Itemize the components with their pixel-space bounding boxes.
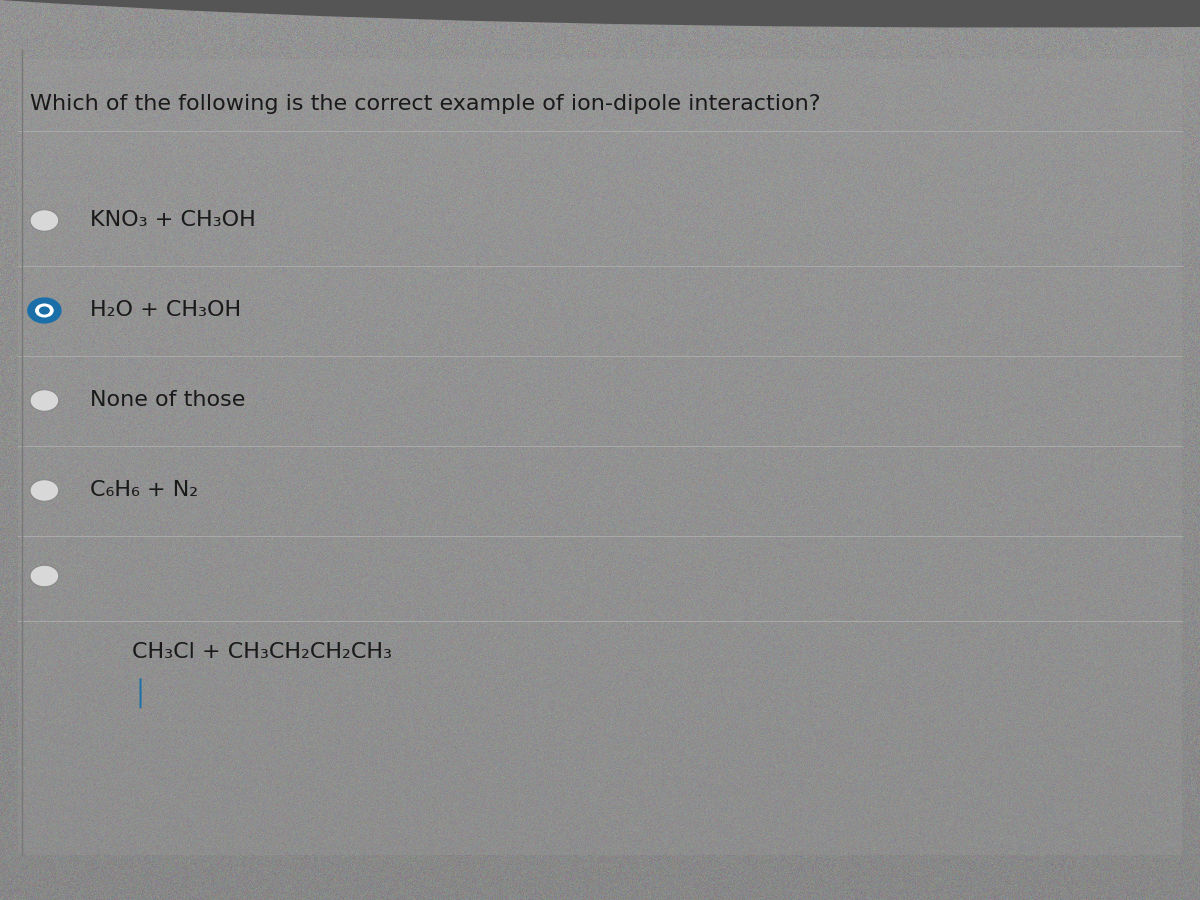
Circle shape — [38, 306, 50, 315]
Text: H₂O + CH₃OH: H₂O + CH₃OH — [90, 301, 241, 320]
Circle shape — [30, 390, 59, 411]
PathPatch shape — [0, 0, 1200, 28]
FancyBboxPatch shape — [18, 58, 1182, 855]
Text: KNO₃ + CH₃OH: KNO₃ + CH₃OH — [90, 211, 256, 230]
Circle shape — [30, 565, 59, 587]
Circle shape — [30, 210, 59, 231]
Text: CH₃Cl + CH₃CH₂CH₂CH₃: CH₃Cl + CH₃CH₂CH₂CH₃ — [132, 643, 392, 662]
Circle shape — [30, 480, 59, 501]
Text: C₆H₆ + N₂: C₆H₆ + N₂ — [90, 481, 198, 500]
Text: │: │ — [132, 678, 148, 708]
Circle shape — [35, 303, 54, 318]
Text: Which of the following is the correct example of ion-dipole interaction?: Which of the following is the correct ex… — [30, 94, 821, 114]
Circle shape — [28, 298, 61, 323]
Text: None of those: None of those — [90, 391, 245, 410]
